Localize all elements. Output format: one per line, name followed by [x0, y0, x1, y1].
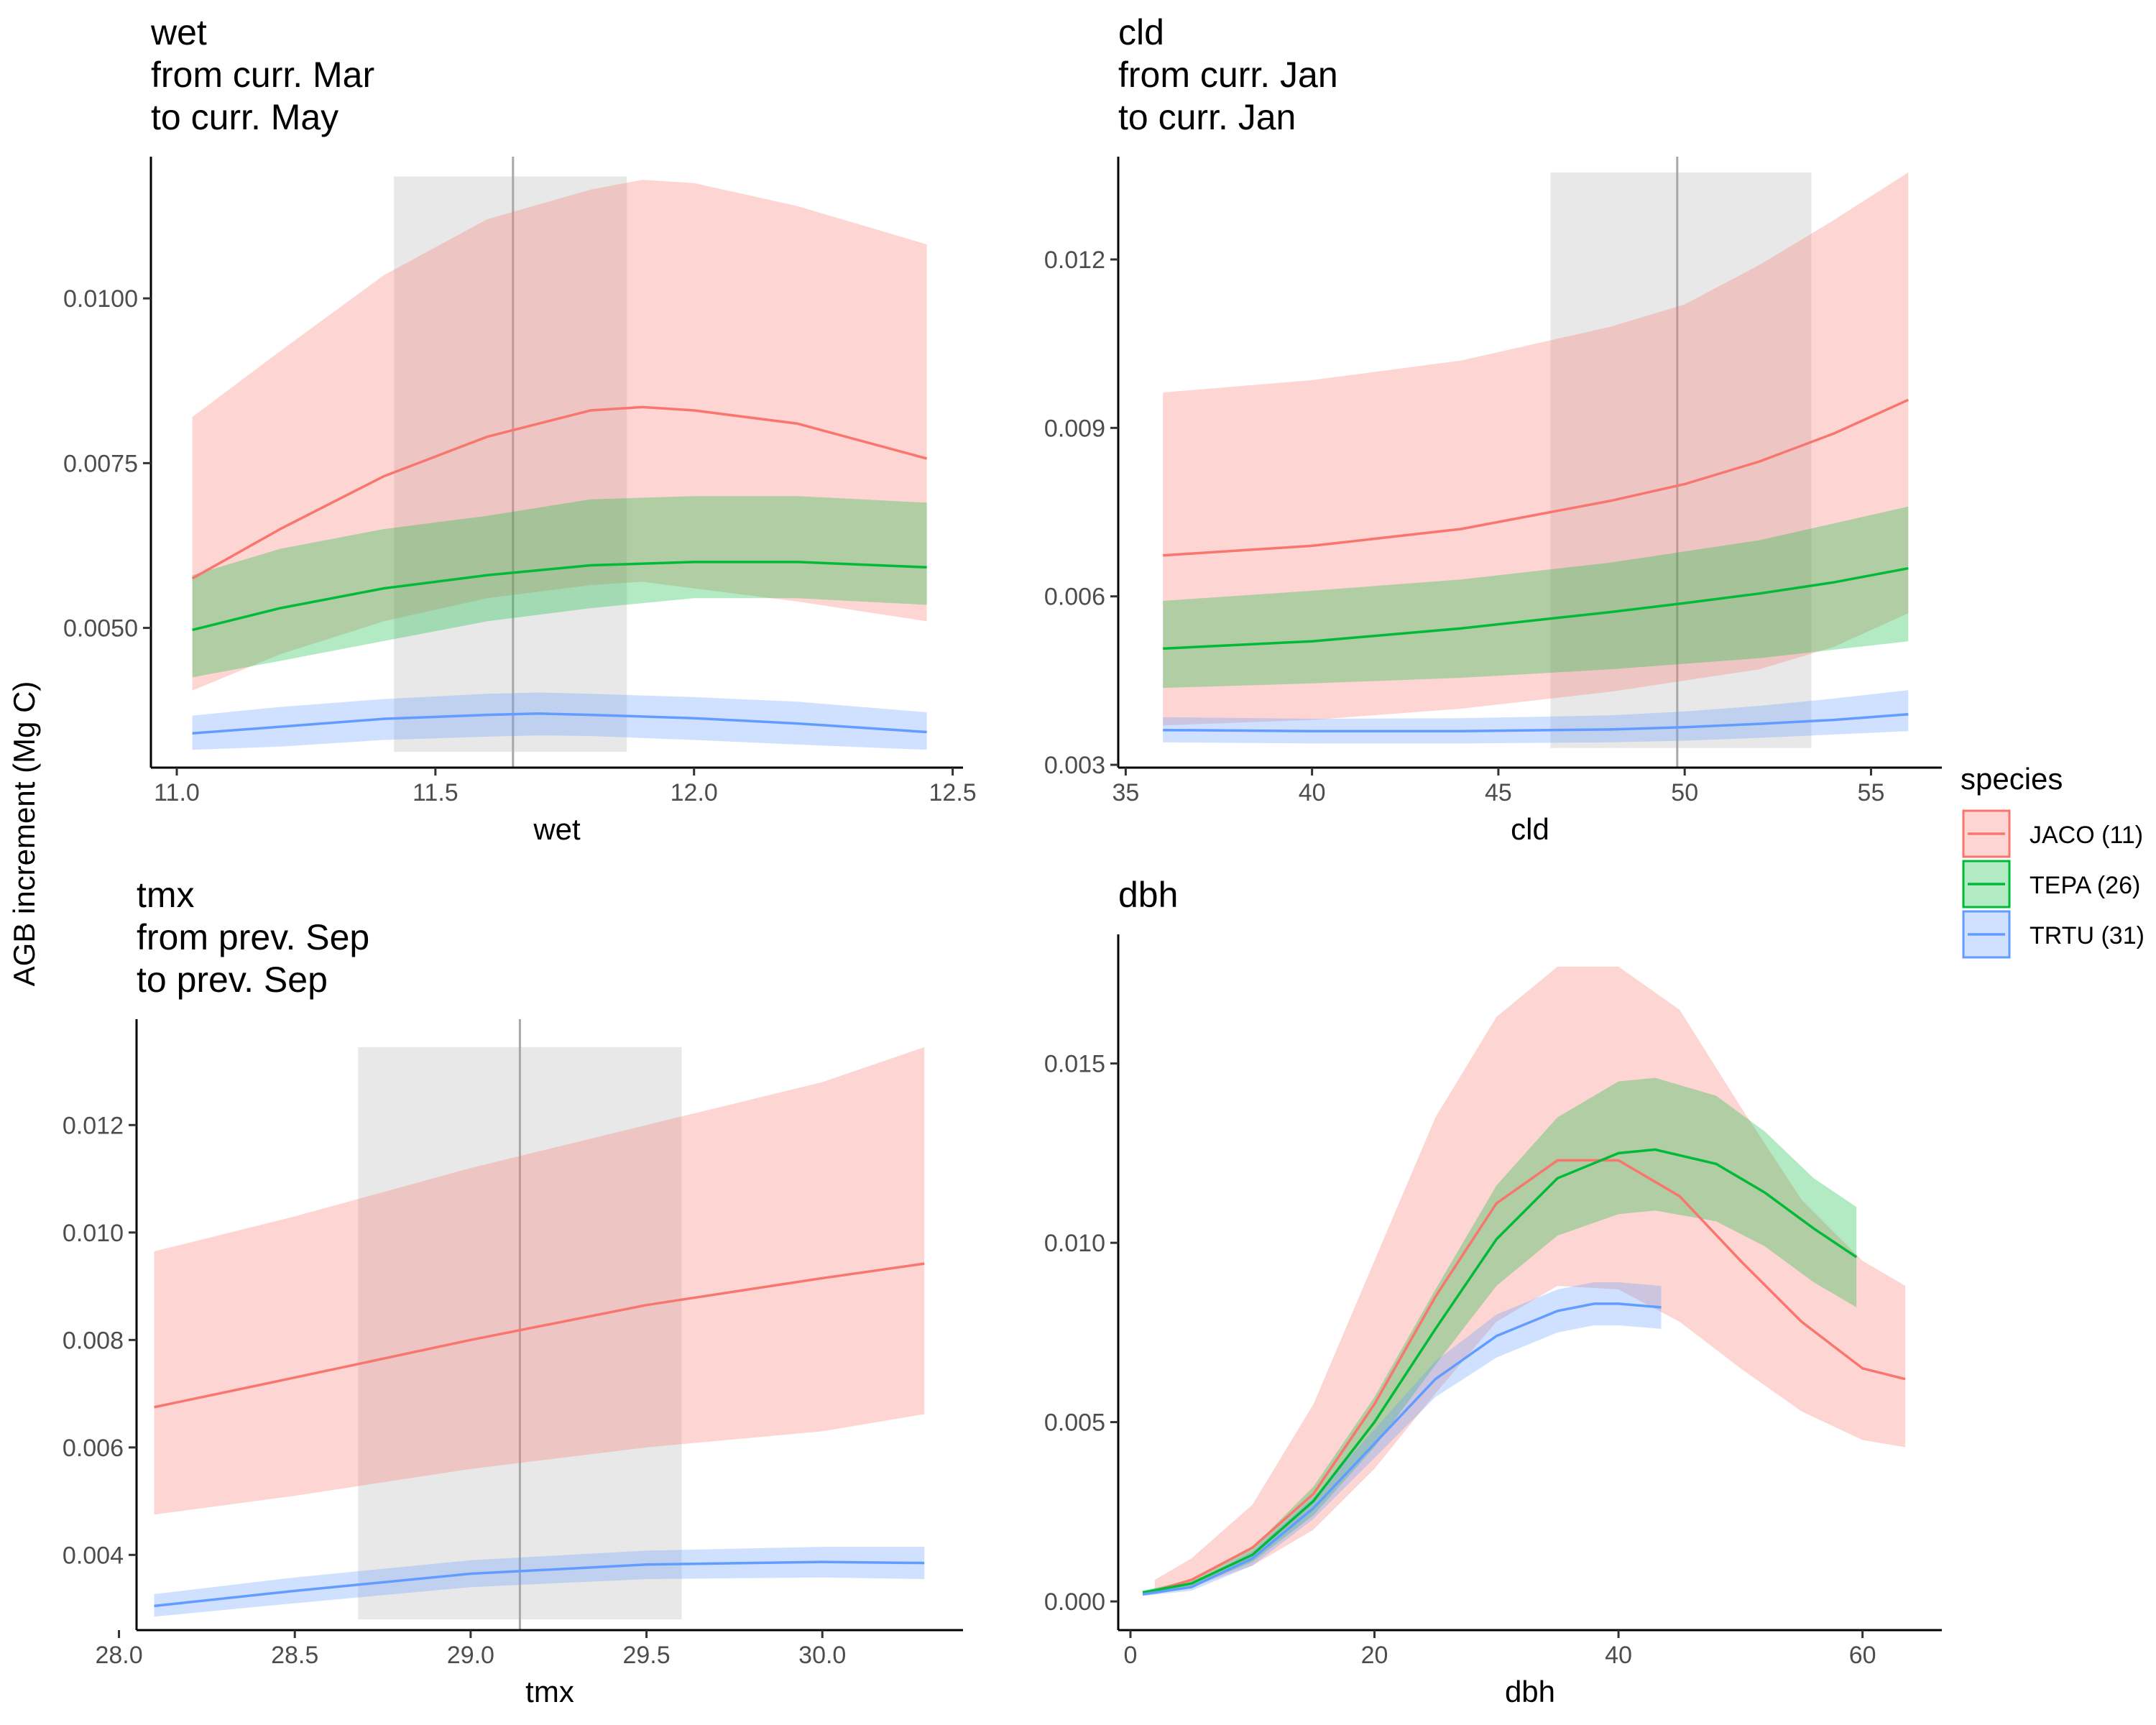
y-tick-label: 0.0100 — [63, 285, 138, 313]
y-tick-label: 0.012 — [1044, 247, 1105, 274]
y-tick-label: 0.006 — [63, 1435, 124, 1462]
legend-item: TRTU (31) — [1962, 910, 2145, 959]
panel-4: dbh 0 20 40 60 0.000 0.005 0.010 0.015 dbh — [1044, 875, 1942, 1708]
series-line-2 — [154, 1560, 925, 1608]
legend-items: JACO (11) TEPA (26) TRTU (31) — [1962, 809, 2145, 959]
series-line-2 — [1163, 566, 1909, 650]
confidence-band-3 — [192, 692, 927, 750]
y-tick-label: 0.006 — [1044, 584, 1105, 611]
legend-item: JACO (11) — [1962, 809, 2143, 858]
series-line-3 — [192, 712, 927, 735]
x-axis-title: tmx — [525, 1675, 574, 1708]
x-axis-title: cld — [1511, 812, 1549, 846]
x-tick-label: 40 — [1605, 1642, 1632, 1669]
panel-title-line: tmx — [137, 875, 195, 915]
series-line-1 — [1163, 398, 1909, 557]
x-tick-label: 28.5 — [271, 1642, 318, 1669]
panel-title-line: dbh — [1118, 875, 1178, 915]
panel-title-line: to prev. Sep — [137, 960, 328, 1000]
legend-item: TEPA (26) — [1962, 860, 2140, 908]
y-tick-label: 0.015 — [1044, 1051, 1105, 1078]
confidence-band-1 — [154, 1046, 925, 1515]
x-tick-label: 55 — [1858, 779, 1885, 806]
y-tick-label: 0.0050 — [63, 615, 138, 643]
x-tick-label: 35 — [1112, 779, 1139, 806]
x-tick-label: 11.0 — [154, 779, 200, 806]
panel-title-line: from curr. Jan — [1118, 55, 1338, 95]
confidence-band-1 — [1154, 966, 1906, 1595]
x-tick-label: 11.5 — [413, 779, 459, 806]
x-tick-label: 60 — [1849, 1642, 1876, 1669]
series-line-2 — [1142, 1148, 1858, 1594]
legend-label: JACO (11) — [2030, 822, 2143, 849]
series-line-3 — [1142, 1302, 1662, 1596]
y-tick-label: 0.0075 — [63, 450, 138, 477]
y-tick-label: 0.000 — [1044, 1588, 1105, 1616]
panel-title-line: from curr. Mar — [151, 55, 374, 95]
y-tick-label: 0.005 — [1044, 1409, 1105, 1437]
y-tick-label: 0.010 — [1044, 1230, 1105, 1257]
series-line-3 — [1163, 713, 1909, 732]
legend-label: TEPA (26) — [2030, 872, 2140, 899]
y-tick-label: 0.012 — [63, 1112, 124, 1139]
confidence-band-2 — [1163, 506, 1909, 689]
y-tick-label: 0.008 — [63, 1327, 124, 1354]
confidence-band-3 — [1143, 1282, 1662, 1596]
legend-label: TRTU (31) — [2030, 922, 2145, 949]
panel-title-line: to curr. May — [151, 97, 338, 137]
series-line-2 — [192, 561, 927, 632]
climate-window-band — [394, 176, 627, 752]
x-tick-label: 12.5 — [929, 779, 977, 806]
panel-title-line: from prev. Sep — [137, 917, 369, 957]
x-tick-label: 0 — [1124, 1642, 1138, 1669]
panel-title-line: to curr. Jan — [1118, 97, 1296, 137]
x-tick-label: 29.5 — [622, 1642, 670, 1669]
confidence-band-2 — [1143, 1077, 1857, 1595]
confidence-band-1 — [1163, 172, 1909, 726]
x-tick-label: 30.0 — [798, 1642, 846, 1669]
series-line-1 — [191, 405, 928, 580]
y-tick-label: 0.010 — [63, 1220, 124, 1247]
series-line-1 — [154, 1262, 925, 1409]
x-tick-label: 12.0 — [671, 779, 718, 806]
series-line-1 — [1154, 1159, 1906, 1592]
panel-title-line: wet — [150, 12, 207, 52]
x-tick-label: 28.0 — [95, 1642, 142, 1669]
legend: species JACO (11) TEPA (26) TRTU (31) — [1961, 762, 2145, 959]
x-axis-title: wet — [533, 812, 581, 846]
x-tick-label: 40 — [1299, 779, 1326, 806]
x-tick-label: 29.0 — [447, 1642, 494, 1669]
legend-title: species — [1961, 762, 2063, 796]
y-axis-title: AGB increment (Mg C) — [7, 681, 41, 987]
y-tick-label: 0.009 — [1044, 415, 1105, 442]
panel-title-line: cld — [1118, 12, 1164, 52]
x-tick-label: 50 — [1671, 779, 1698, 806]
y-tick-label: 0.004 — [63, 1542, 124, 1569]
climate-window-band — [1550, 172, 1812, 748]
confidence-band-2 — [192, 496, 927, 678]
x-tick-label: 45 — [1485, 779, 1512, 806]
y-tick-label: 0.003 — [1044, 752, 1105, 779]
x-axis-title: dbh — [1505, 1675, 1555, 1708]
x-tick-label: 20 — [1361, 1642, 1388, 1669]
